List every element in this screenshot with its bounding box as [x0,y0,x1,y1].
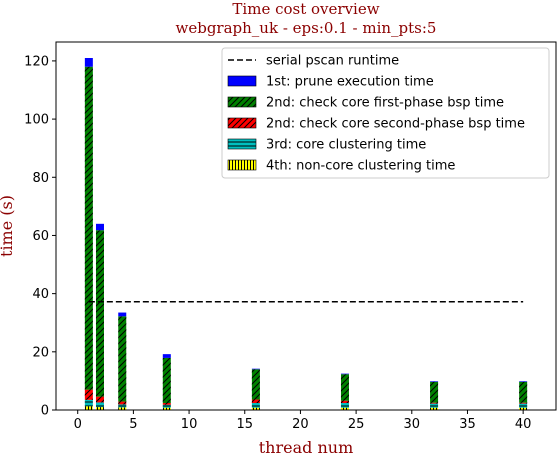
x-axis: 0 5 10 15 20 25 30 35 40 [74,410,532,432]
y-axis: 0 20 40 60 80 100 120 [24,54,56,419]
y-tick-label: 40 [32,287,49,302]
bar-hatch-4th-non-core-clustering-time [118,407,127,410]
bar-hatch-3rd-core-clustering-time [251,403,260,408]
plot-frame [55,41,557,411]
bar-hatch-2nd-check-core-first-phase-bsp-time [162,357,171,404]
bar-hatch-4th-non-core-clustering-time [251,407,260,410]
bar-hatch-2nd-check-core-second-phase-bsp-time [95,396,104,403]
bar-hatch-2nd-check-core-first-phase-bsp-time [340,374,349,401]
bar-segment-1st-prune-execution-time [118,312,127,317]
bar-segment-1st-prune-execution-time [251,368,260,370]
bar-hatch-3rd-core-clustering-time [519,403,528,408]
legend: serial pscan runtime 1st: prune execution… [221,47,550,179]
bar-hatch-2nd-check-core-first-phase-bsp-time [95,230,104,397]
bar-segment-1st-prune-execution-time [95,223,104,231]
legend-label-1st-prune-execution-time: 1st: prune execution time [266,75,434,90]
bar-hatch-3rd-core-clustering-time [340,403,349,408]
legend-hatch-2nd-check-core-second-phase-bsp-time [228,118,256,128]
bar-hatch-3rd-core-clustering-time [118,404,127,408]
y-axis-label: time (s) [0,195,16,257]
bar-hatch-3rd-core-clustering-time [84,399,93,407]
legend-label-4th-non-core-clustering-time: 4th: non-core clustering time [266,159,455,174]
x-tick-label: 10 [181,417,198,432]
bar-hatch-2nd-check-core-second-phase-bsp-time [118,401,127,405]
bar-hatch-2nd-check-core-first-phase-bsp-time [519,381,528,403]
bar-hatch-2nd-check-core-second-phase-bsp-time [519,402,528,404]
x-tick-label: 20 [292,417,309,432]
bar-hatch-2nd-check-core-first-phase-bsp-time [84,66,93,390]
bars-layer [84,58,528,410]
bar-hatch-2nd-check-core-second-phase-bsp-time [162,403,171,405]
bar-hatch-4th-non-core-clustering-time [519,407,528,410]
x-tick-label: 0 [74,417,82,432]
legend-label-2nd-check-core-second-phase-bsp-time: 2nd: check core second-phase bsp time [266,117,525,132]
bar-hatch-4th-non-core-clustering-time [430,407,439,410]
x-tick-label: 25 [348,417,365,432]
legend-label-2nd-check-core-first-phase-bsp-time: 2nd: check core first-phase bsp time [266,96,504,111]
bar-hatch-2nd-check-core-first-phase-bsp-time [430,381,439,403]
bar-segment-1st-prune-execution-time [84,58,93,67]
legend-box [221,47,550,179]
bar-hatch-2nd-check-core-second-phase-bsp-time [430,402,439,404]
y-tick-label: 60 [32,229,49,244]
bar-segment-1st-prune-execution-time [162,354,171,358]
y-tick-label: 120 [24,54,49,69]
x-axis-label: thread num [259,438,354,456]
x-tick-label: 15 [236,417,253,432]
x-tick-label: 35 [459,417,476,432]
legend-swatch-1st-prune-execution-time [227,75,257,87]
y-tick-label: 20 [32,345,49,360]
x-tick-label: 30 [404,417,421,432]
bar-segment-1st-prune-execution-time [430,381,439,382]
x-tick-label: 40 [515,417,532,432]
bar-hatch-4th-non-core-clustering-time [162,407,171,410]
bar-hatch-4th-non-core-clustering-time [340,407,349,410]
legend-hatch-3rd-core-clustering-time [228,139,256,149]
bar-hatch-4th-non-core-clustering-time [84,406,93,410]
bar-hatch-3rd-core-clustering-time [162,404,171,408]
bar-segment-1st-prune-execution-time [519,381,528,382]
y-tick-label: 0 [41,404,49,419]
bar-hatch-3rd-core-clustering-time [95,402,104,408]
bar-segment-1st-prune-execution-time [340,373,349,375]
chart-title: Time cost overview [232,0,379,18]
y-tick-label: 80 [32,171,49,186]
legend-label-3rd-core-clustering-time: 3rd: core clustering time [266,138,426,153]
legend-hatch-2nd-check-core-first-phase-bsp-time [228,97,256,107]
bar-hatch-2nd-check-core-second-phase-bsp-time [340,400,349,404]
bar-hatch-2nd-check-core-first-phase-bsp-time [251,369,260,400]
bar-hatch-2nd-check-core-first-phase-bsp-time [118,316,127,402]
chart-subtitle: webgraph_uk - eps:0.1 - min_pts:5 [176,19,437,37]
legend-hatch-4th-non-core-clustering-time [228,160,256,170]
y-tick-label: 100 [24,113,49,128]
bar-hatch-3rd-core-clustering-time [430,403,439,408]
bar-hatch-2nd-check-core-second-phase-bsp-time [84,389,93,400]
x-tick-label: 5 [129,417,137,432]
bar-hatch-2nd-check-core-second-phase-bsp-time [251,399,260,404]
bar-hatch-4th-non-core-clustering-time [95,407,104,410]
legend-label-serial-pscan-runtime: serial pscan runtime [266,54,399,69]
